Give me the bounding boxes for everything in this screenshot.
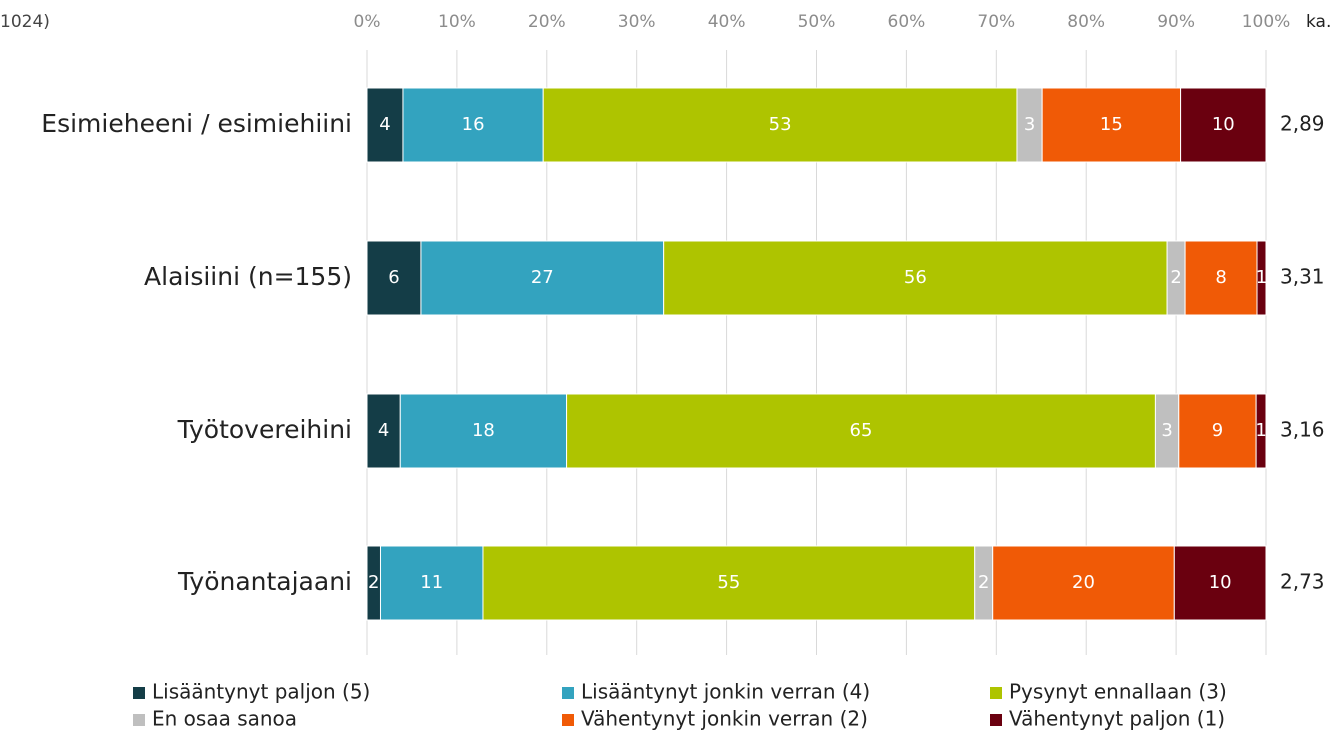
legend-label: En osaa sanoa xyxy=(152,707,297,731)
x-tick-label: 60% xyxy=(888,12,926,32)
legend-swatch xyxy=(990,687,1002,699)
mean-value: 2,73 xyxy=(1280,570,1325,594)
value-label: 20 xyxy=(1072,572,1095,593)
bar-segment xyxy=(402,87,544,163)
value-label: 65 xyxy=(850,420,873,441)
legend-swatch xyxy=(990,714,1002,726)
mean-value: 2,89 xyxy=(1280,112,1325,136)
legend-label: Vähentynyt paljon (1) xyxy=(1009,707,1225,731)
x-tick-label: 30% xyxy=(618,12,656,32)
x-tick-label: 0% xyxy=(354,12,381,32)
bar-segment xyxy=(399,393,568,469)
value-label: 10 xyxy=(1212,114,1235,135)
category-label: Työnantajaani xyxy=(177,567,352,596)
note: 1024) xyxy=(0,12,50,32)
legend-label: Pysynyt ennallaan (3) xyxy=(1009,680,1227,704)
value-label: 3 xyxy=(1161,420,1172,441)
legend-label: Lisääntynyt paljon (5) xyxy=(152,680,370,704)
bar-segment xyxy=(366,240,422,316)
bar-segment xyxy=(1180,87,1267,163)
value-label: 16 xyxy=(462,114,485,135)
value-label: 11 xyxy=(420,572,443,593)
value-label: 18 xyxy=(472,420,495,441)
value-label: 1 xyxy=(1256,267,1267,288)
bar-segment xyxy=(366,393,401,469)
value-label: 10 xyxy=(1209,572,1232,593)
bar-segment xyxy=(1016,87,1043,163)
x-tick-label: 10% xyxy=(438,12,476,32)
mean-header: ka. xyxy=(1306,12,1331,32)
x-tick-label: 70% xyxy=(977,12,1015,32)
legend-swatch xyxy=(133,687,145,699)
value-label: 56 xyxy=(904,267,927,288)
bar-segment xyxy=(1256,240,1267,316)
bar-segment xyxy=(663,240,1168,316)
x-tick-label: 80% xyxy=(1067,12,1105,32)
legend-swatch xyxy=(562,687,574,699)
x-tick-label: 40% xyxy=(708,12,746,32)
category-label: Työtovereihini xyxy=(177,415,352,444)
legend-label: Lisääntynyt jonkin verran (4) xyxy=(581,680,870,704)
value-label: 55 xyxy=(717,572,740,593)
mean-value: 3,16 xyxy=(1280,418,1325,442)
bar-segment xyxy=(542,87,1018,163)
bar-segment xyxy=(1178,393,1257,469)
mean-value: 3,31 xyxy=(1280,265,1325,289)
value-label: 3 xyxy=(1024,114,1035,135)
value-label: 2 xyxy=(978,572,989,593)
legend-swatch xyxy=(133,714,145,726)
value-label: 1 xyxy=(1255,420,1266,441)
bar-segment xyxy=(992,545,1175,621)
value-label: 2 xyxy=(1170,267,1181,288)
bar-segment xyxy=(1041,87,1182,163)
x-tick-label: 20% xyxy=(528,12,566,32)
value-label: 4 xyxy=(378,420,389,441)
x-tick-label: 90% xyxy=(1157,12,1195,32)
value-label: 2 xyxy=(368,572,379,593)
category-label: Alaisiini (n=155) xyxy=(144,262,352,291)
x-tick-label: 100% xyxy=(1242,12,1291,32)
bar-segment xyxy=(366,87,404,163)
value-label: 27 xyxy=(531,267,554,288)
value-label: 6 xyxy=(388,267,399,288)
value-label: 8 xyxy=(1215,267,1226,288)
bar-segment xyxy=(1173,545,1267,621)
value-label: 9 xyxy=(1212,420,1223,441)
bar-segment xyxy=(566,393,1156,469)
bar-segment xyxy=(1255,393,1267,469)
value-label: 15 xyxy=(1100,114,1123,135)
category-label: Esimieheeni / esimiehiini xyxy=(41,109,352,138)
bar-segment xyxy=(1184,240,1258,316)
value-label: 53 xyxy=(769,114,792,135)
value-label: 4 xyxy=(379,114,390,135)
x-tick-label: 50% xyxy=(798,12,836,32)
legend-label: Vähentynyt jonkin verran (2) xyxy=(581,707,868,731)
bar-segment xyxy=(482,545,976,621)
legend-swatch xyxy=(562,714,574,726)
